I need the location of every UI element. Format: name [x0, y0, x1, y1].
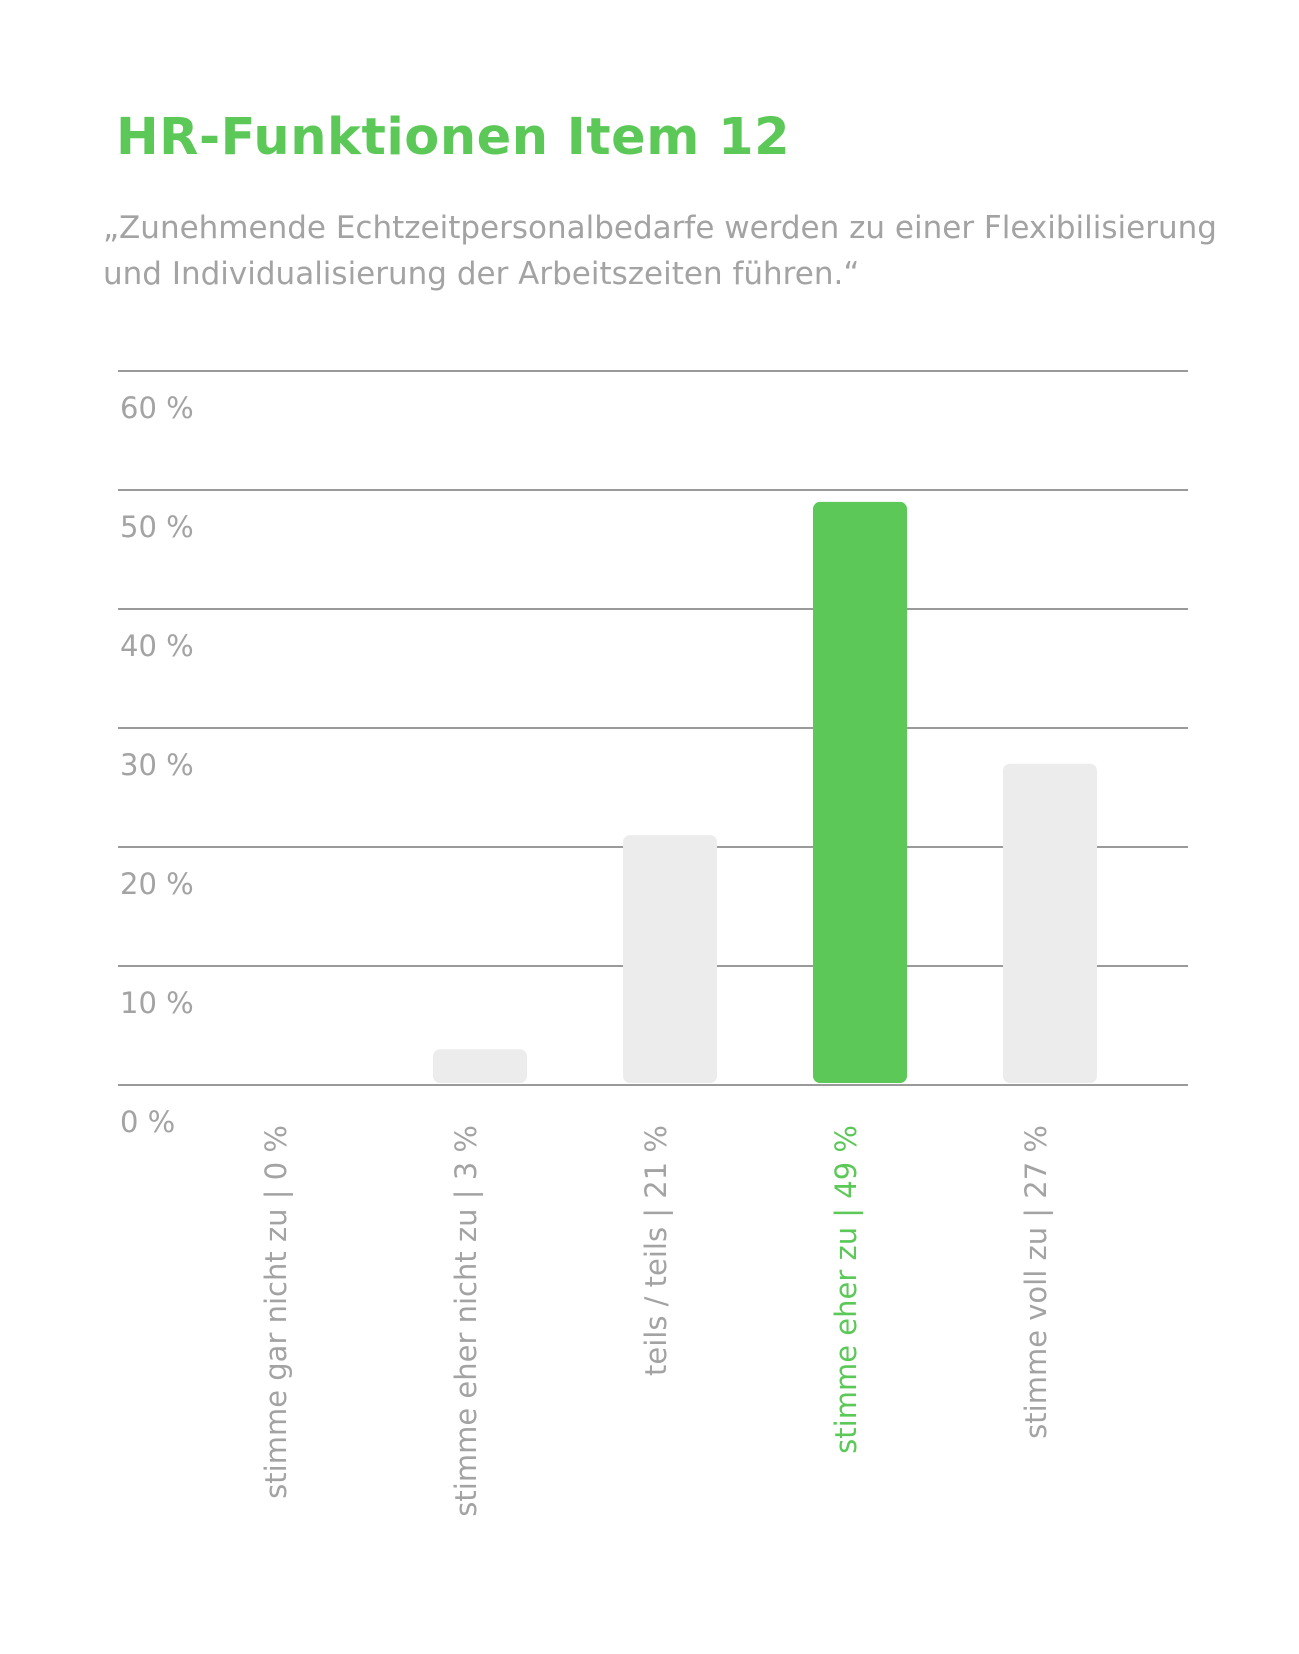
y-tick-label: 50 % [120, 510, 194, 544]
category-name: stimme voll zu [1019, 1227, 1053, 1439]
y-tick-label: 20 % [120, 867, 194, 901]
value-label: 3 % [449, 1125, 483, 1180]
value-label: 27 % [1019, 1125, 1053, 1199]
x-category-label: stimme eher zu | 49 % [829, 1125, 863, 1454]
bar-3 [813, 502, 907, 1083]
bar-1 [433, 1049, 527, 1083]
category-name: teils / teils [639, 1227, 673, 1376]
label-separator: | [449, 1180, 483, 1208]
y-tick-label: 0 % [120, 1105, 175, 1139]
y-tick-label: 30 % [120, 748, 194, 782]
value-label: 0 % [259, 1125, 293, 1180]
y-tick-label: 40 % [120, 629, 194, 663]
x-category-label: teils / teils | 21 % [639, 1125, 673, 1376]
category-name: stimme eher nicht zu [449, 1208, 483, 1516]
x-axis-labels: stimme gar nicht zu | 0 % stimme eher nic… [259, 1125, 1053, 1517]
bar-chart: 0 % 10 % 20 % 30 % 40 % 50 % 60 % stimme gar n… [0, 0, 1299, 1654]
value-label: 49 % [829, 1125, 863, 1199]
value-label: 21 % [639, 1125, 673, 1199]
bar-2 [623, 835, 717, 1083]
y-axis-ticks: 0 % 10 % 20 % 30 % 40 % 50 % 60 % [120, 391, 194, 1139]
x-category-label: stimme gar nicht zu | 0 % [259, 1125, 293, 1499]
bar-4 [1003, 764, 1097, 1083]
category-name: stimme eher zu [829, 1227, 863, 1454]
x-category-label: stimme voll zu | 27 % [1019, 1125, 1053, 1439]
y-tick-label: 10 % [120, 986, 194, 1020]
label-separator: | [1019, 1199, 1053, 1227]
x-category-label: stimme eher nicht zu | 3 % [449, 1125, 483, 1517]
category-name: stimme gar nicht zu [259, 1208, 293, 1498]
y-tick-label: 60 % [120, 391, 194, 425]
label-separator: | [829, 1199, 863, 1227]
bars [433, 502, 1097, 1083]
label-separator: | [259, 1180, 293, 1208]
label-separator: | [639, 1199, 673, 1227]
